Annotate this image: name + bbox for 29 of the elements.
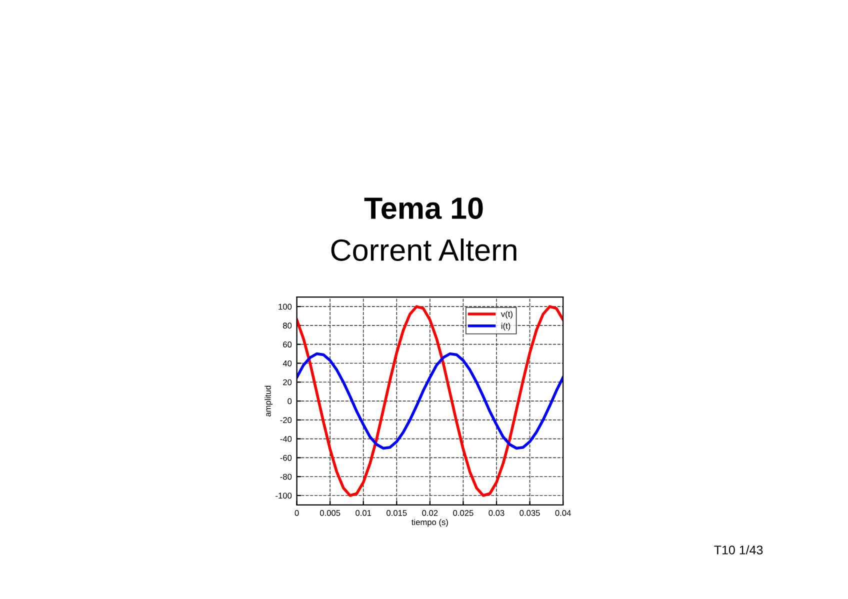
x-tick-label: 0.015 [386,510,407,516]
x-tick-label: 0.04 [555,510,571,516]
y-tick-label: 60 [283,342,292,348]
x-tick-label: 0.005 [320,510,340,516]
y-tick-label: -80 [280,474,292,480]
y-tick-label: -100 [276,492,292,499]
x-tick-label: 0.035 [520,510,540,516]
chart-title: Tema 10 [364,197,483,220]
y-tick-label: -60 [280,454,292,461]
x-tick-label: 0.03 [488,510,504,516]
y-tick-label: 20 [283,379,292,386]
x-tick-label: 0.01 [356,510,372,516]
x-tick-label: 0.025 [453,510,474,516]
x-tick-label: 0.02 [422,510,438,516]
text: T10 1/43 [714,545,763,554]
legend-label: v(t) [500,310,512,319]
x-tick-label: 0 [294,510,299,516]
y-tick-label: -40 [280,436,292,442]
chart-subtitle: Corrent Altern [331,238,516,261]
y-tick-label: 0 [288,398,292,404]
x-axis-title: tiempo (s) [412,518,448,527]
line-series [296,352,564,450]
legend-label: i(t) [501,322,510,331]
y-tick-label: 40 [282,360,292,366]
y-tick-label: 80 [283,322,292,329]
y-axis-title: amplitud [264,386,272,416]
y-tick-label: -20 [280,417,292,424]
y-tick-label: 100 [278,304,292,310]
line-series [296,305,564,497]
